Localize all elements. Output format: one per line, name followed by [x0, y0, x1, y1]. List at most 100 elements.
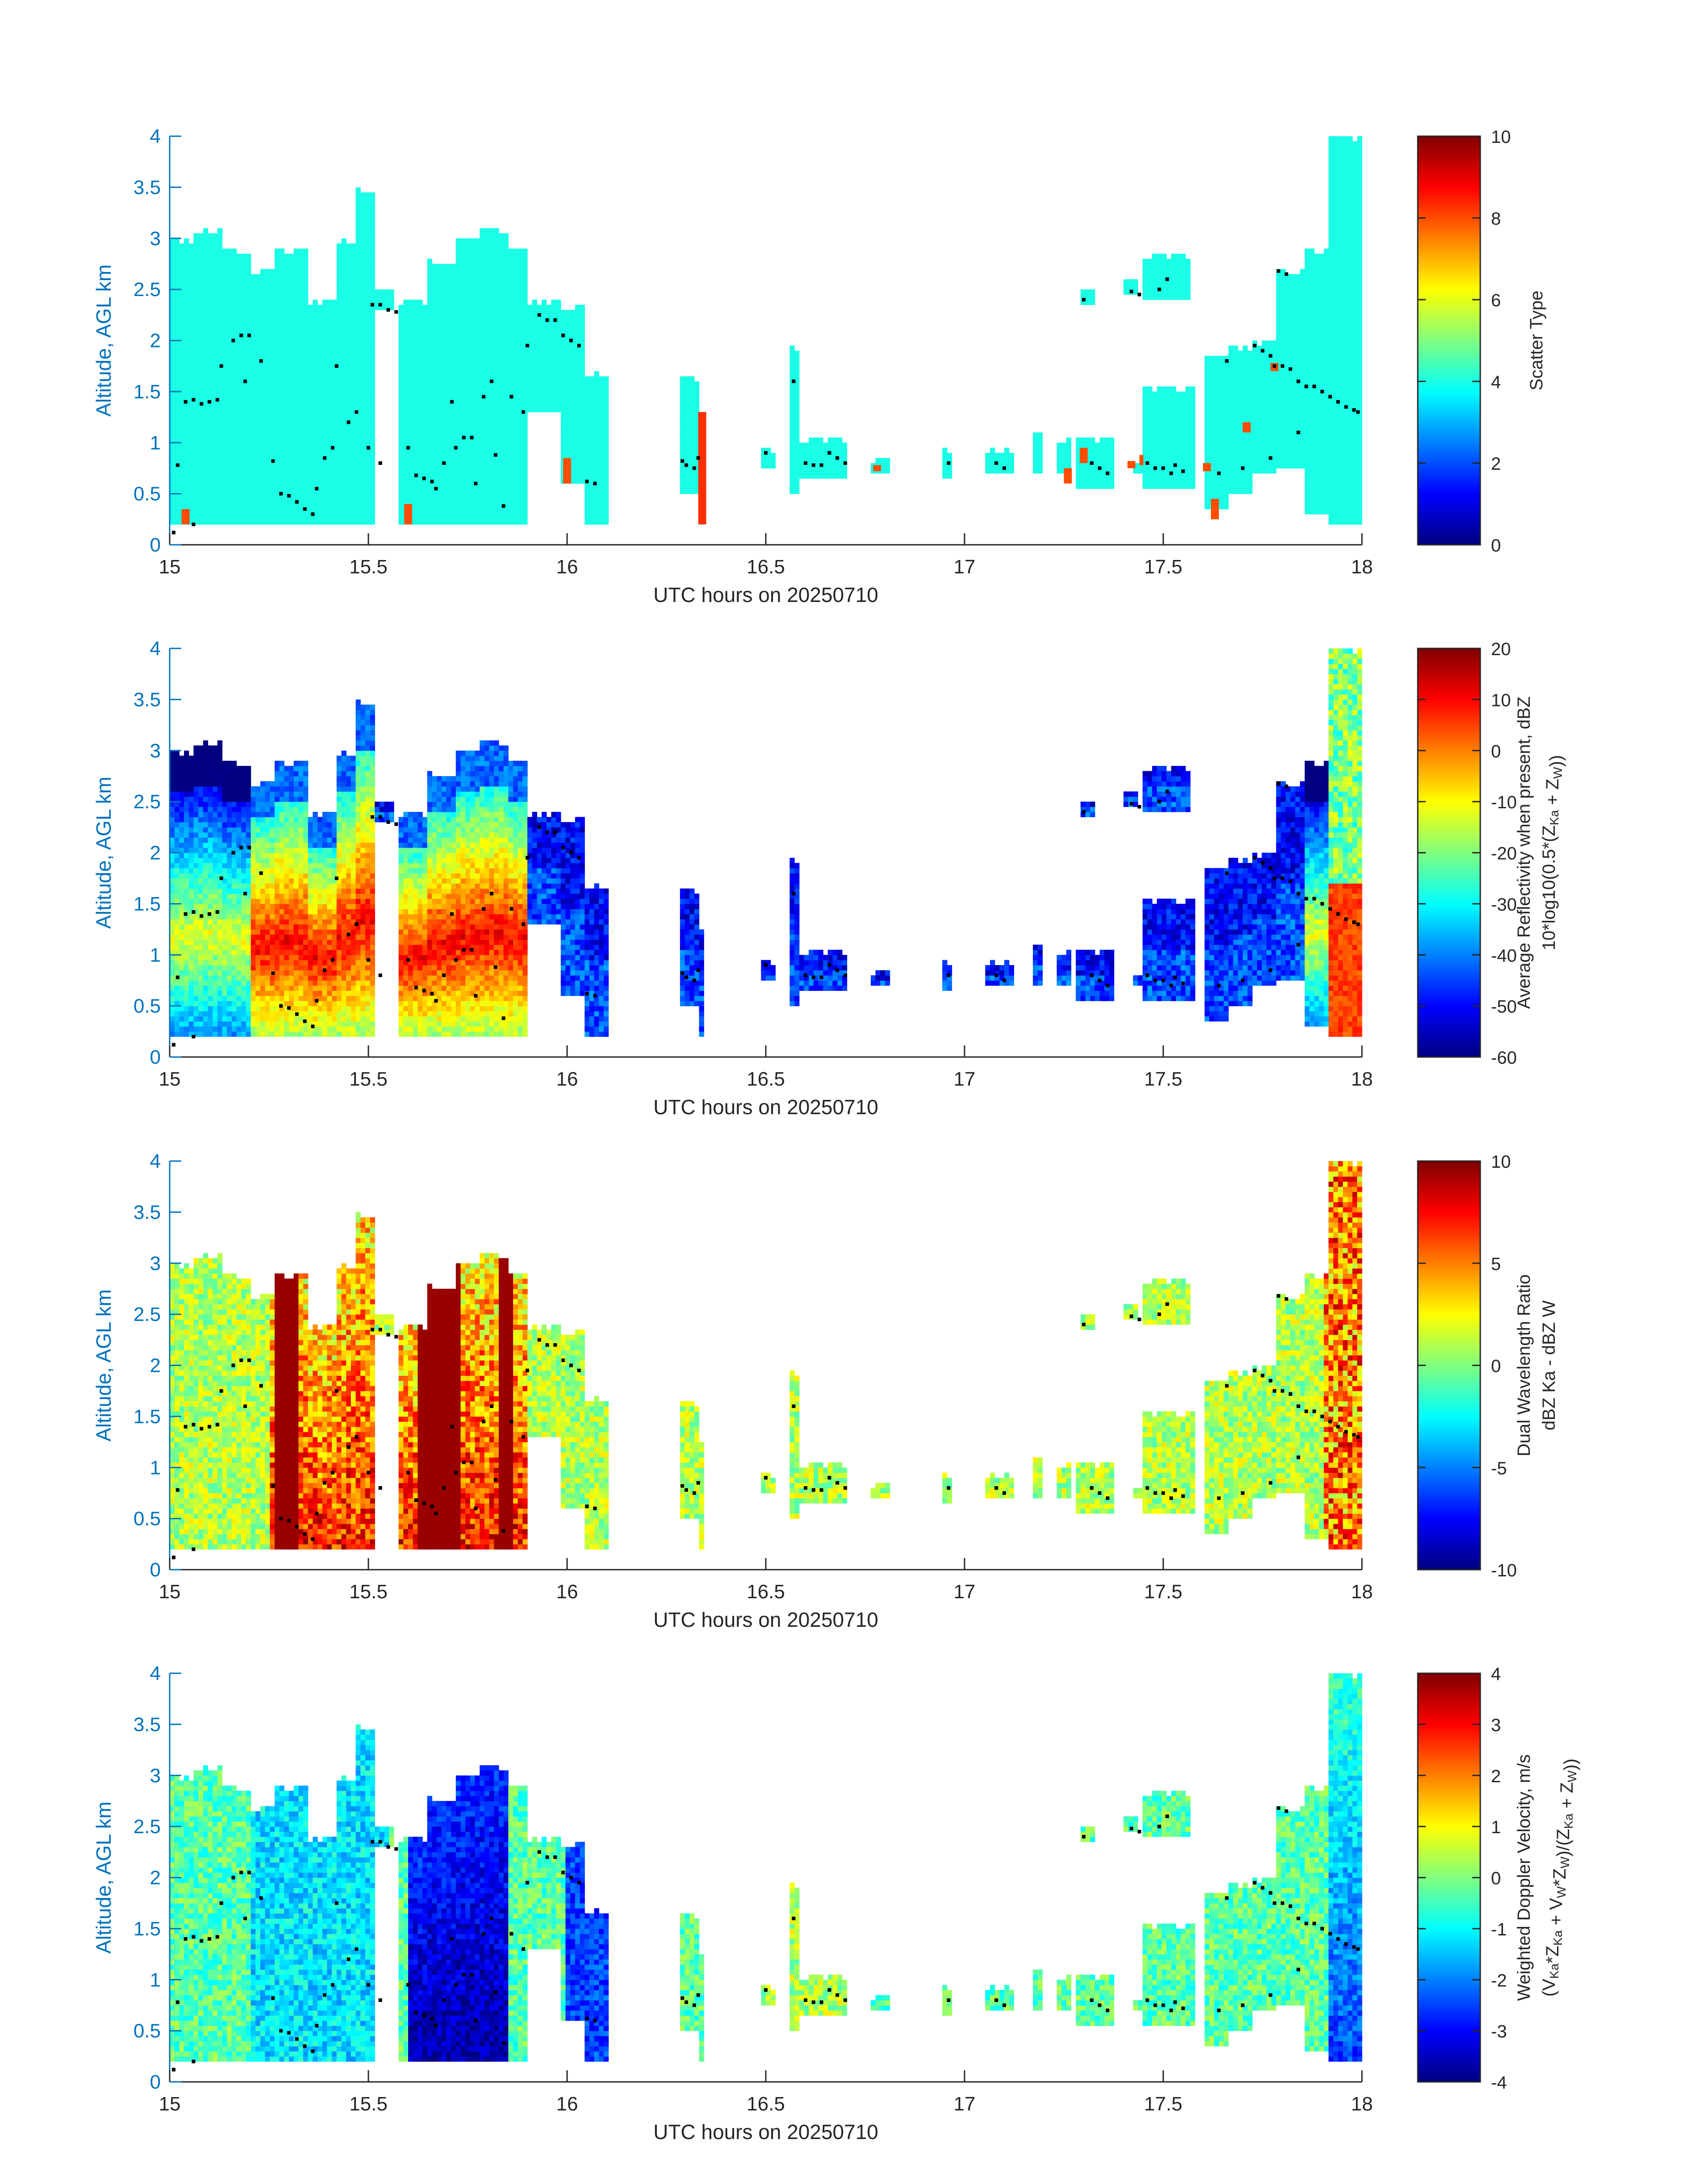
heatmap-cell — [174, 315, 180, 321]
heatmap-cell — [227, 499, 232, 505]
heatmap-cell — [179, 274, 184, 280]
heatmap-cell — [470, 463, 476, 468]
heatmap-cell — [279, 263, 284, 269]
heatmap-cell — [818, 453, 823, 459]
heatmap-cell — [265, 407, 270, 413]
heatmap-cell — [560, 366, 566, 372]
heatmap-cell — [560, 443, 566, 448]
heatmap-cell — [260, 294, 266, 300]
heatmap-cell — [355, 248, 361, 254]
heatmap-cell — [241, 325, 246, 331]
heatmap-cell — [179, 305, 184, 310]
heatmap-cell — [270, 463, 275, 468]
heatmap-cell — [398, 407, 404, 413]
heatmap-cell — [551, 386, 556, 392]
heatmap-cell — [418, 432, 423, 438]
heatmap-cell — [208, 493, 213, 499]
heatmap-cell — [527, 391, 533, 397]
heatmap-cell — [570, 453, 576, 459]
heatmap-cell — [193, 397, 199, 402]
heatmap-cell — [255, 361, 261, 367]
heatmap-cell — [279, 412, 284, 418]
heatmap-cell — [208, 407, 213, 413]
heatmap-cell — [789, 381, 795, 387]
heatmap-cell — [942, 463, 948, 468]
heatmap-cell — [279, 279, 284, 285]
heatmap-cell — [1147, 443, 1153, 448]
heatmap-cell — [1004, 447, 1010, 453]
heatmap-cell — [465, 371, 471, 377]
heatmap-cell — [513, 248, 518, 254]
heatmap-cell — [241, 263, 246, 269]
heatmap-cell — [503, 300, 509, 305]
heatmap-cell — [513, 412, 518, 418]
heatmap-cell — [308, 335, 313, 341]
heatmap-cell — [251, 401, 256, 407]
heatmap-cell — [322, 330, 328, 336]
heatmap-cell — [1142, 483, 1148, 489]
heatmap-cell — [594, 427, 599, 433]
heatmap-cell — [1176, 443, 1181, 448]
heatmap-cell — [370, 407, 375, 413]
heatmap-cell — [1185, 289, 1191, 295]
heatmap-cell — [494, 305, 499, 310]
heatmap-cell — [174, 335, 180, 341]
heatmap-cell — [556, 309, 561, 315]
heatmap-cell — [241, 376, 246, 382]
heatmap-cell — [275, 427, 280, 433]
heatmap-cell — [322, 427, 328, 433]
heatmap-cell — [455, 483, 461, 489]
heatmap-cell — [689, 478, 695, 484]
heatmap-cell — [503, 381, 509, 387]
heatmap-cell — [332, 509, 337, 514]
heatmap-cell — [403, 437, 409, 443]
heatmap-cell — [355, 447, 361, 453]
heatmap-cell — [298, 366, 304, 372]
heatmap-cell — [832, 447, 838, 453]
heatmap-cell — [503, 417, 509, 423]
heatmap-cell — [360, 391, 366, 397]
heatmap-cell — [498, 437, 504, 443]
heatmap-cell — [236, 330, 242, 336]
heatmap-cell — [217, 330, 223, 336]
heatmap-cell — [1157, 417, 1162, 423]
heatmap-cell — [355, 263, 361, 269]
heatmap-cell — [455, 407, 461, 413]
heatmap-cell — [193, 499, 199, 505]
heatmap-cell — [489, 254, 494, 259]
heatmap-cell — [575, 376, 580, 382]
heatmap-cell — [365, 300, 371, 305]
heatmap-cell — [327, 499, 332, 505]
heatmap-cell — [303, 351, 309, 356]
heatmap-cell — [823, 463, 828, 468]
heatmap-cell — [1094, 483, 1100, 489]
heatmap-cell — [1204, 499, 1210, 505]
heatmap-cell — [298, 320, 304, 326]
heatmap-cell — [346, 437, 351, 443]
heatmap-cell — [184, 361, 189, 367]
heatmap-cell — [213, 478, 218, 484]
heatmap-cell — [260, 499, 266, 505]
heatmap-cell — [556, 355, 561, 361]
heatmap-cell — [427, 294, 432, 300]
heatmap-cell — [293, 371, 299, 377]
heatmap-cell — [603, 437, 609, 443]
heatmap-cell — [489, 381, 494, 387]
heatmap-cell — [251, 483, 256, 489]
heatmap-cell — [270, 361, 275, 367]
heatmap-cell — [222, 489, 227, 494]
heatmap-cell — [217, 371, 223, 377]
heatmap-cell — [470, 269, 476, 275]
heatmap-cell — [193, 340, 199, 346]
heatmap-cell — [284, 371, 289, 377]
heatmap-cell — [508, 432, 514, 438]
heatmap-cell — [275, 478, 280, 484]
heatmap-cell — [680, 453, 685, 459]
heatmap-cell — [789, 391, 795, 397]
heatmap-cell — [351, 269, 356, 275]
heatmap-cell — [203, 432, 209, 438]
heatmap-cell — [546, 309, 551, 315]
heatmap-cell — [460, 391, 466, 397]
heatmap-cell — [265, 412, 270, 418]
heatmap-cell — [1109, 478, 1115, 484]
